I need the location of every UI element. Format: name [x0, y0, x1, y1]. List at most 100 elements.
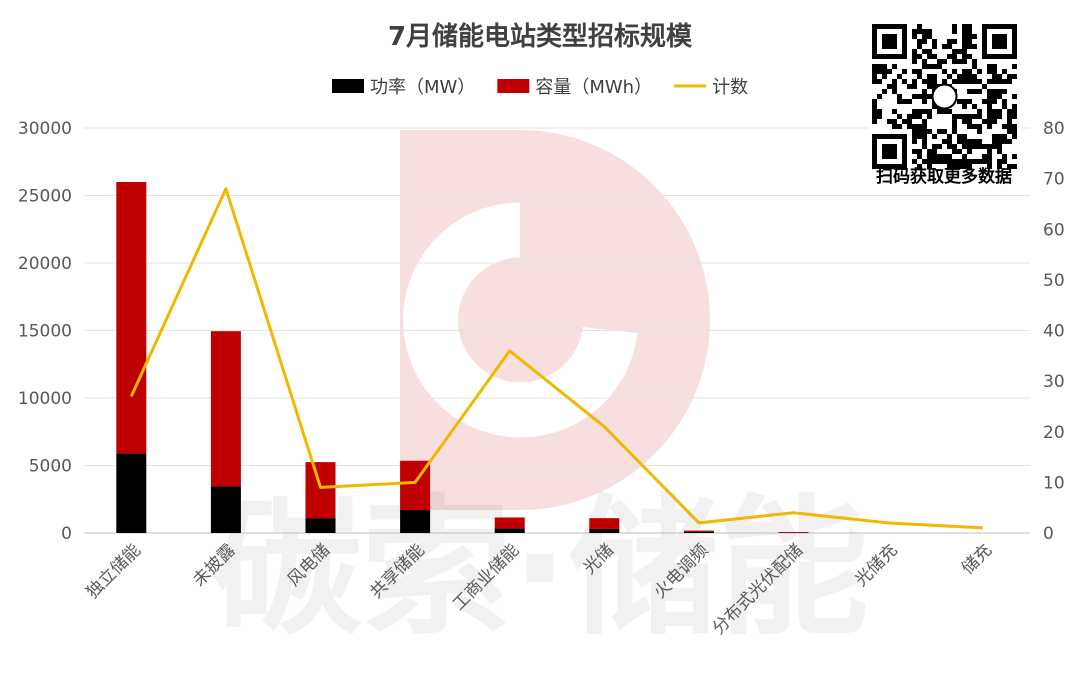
qr-module: [872, 104, 877, 109]
qr-module: [972, 79, 977, 84]
qr-module: [892, 79, 897, 84]
qr-module: [1007, 164, 1012, 169]
qr-module: [977, 144, 982, 149]
y-right-tick-label: 30: [1043, 372, 1065, 392]
qr-module: [952, 49, 957, 54]
qr-module: [877, 109, 882, 114]
qr-module: [922, 99, 927, 104]
qr-module: [927, 109, 932, 114]
qr-module: [937, 129, 942, 134]
bar-power: [305, 518, 336, 533]
qr-module: [947, 134, 952, 139]
y-right-tick-label: 10: [1043, 473, 1065, 493]
qr-module: [992, 119, 997, 124]
qr-module: [912, 34, 917, 39]
qr-module: [987, 94, 992, 99]
qr-module: [922, 94, 927, 99]
legend-label: 容量（MWh）: [535, 77, 652, 98]
qr-module: [902, 119, 907, 124]
y-right-tick-label: 0: [1043, 524, 1054, 544]
qr-module: [927, 79, 932, 84]
qr-module: [962, 44, 967, 49]
qr-module: [877, 114, 882, 119]
qr-module: [922, 59, 927, 64]
qr-module: [922, 124, 927, 129]
qr-module: [1007, 124, 1012, 129]
qr-module: [992, 89, 997, 94]
qr-module: [912, 59, 917, 64]
qr-module: [917, 109, 922, 114]
qr-module: [992, 69, 997, 74]
qr-module: [962, 99, 967, 104]
bar-power: [494, 528, 525, 533]
qr-module: [987, 119, 992, 124]
qr-module: [962, 104, 967, 109]
qr-module: [922, 89, 927, 94]
qr-module: [942, 79, 947, 84]
qr-module: [997, 164, 1002, 169]
qr-module: [952, 29, 957, 34]
qr-module: [997, 114, 1002, 119]
qr-module: [962, 139, 967, 144]
qr-module: [982, 99, 987, 104]
qr-module: [937, 159, 942, 164]
y-left-tick-label: 25000: [18, 187, 72, 207]
qr-module: [912, 49, 917, 54]
qr-module: [957, 49, 962, 54]
qr-module: [912, 124, 917, 129]
qr-module: [927, 34, 932, 39]
qr-module: [942, 154, 947, 159]
qr-module: [987, 104, 992, 109]
qr-module: [982, 84, 987, 89]
qr-module: [982, 154, 987, 159]
qr-module: [912, 84, 917, 89]
count-point: [982, 527, 984, 529]
qr-module: [877, 79, 882, 84]
qr-module: [997, 89, 1002, 94]
count-line: [129, 187, 984, 530]
qr-module: [967, 79, 972, 84]
qr-module: [897, 94, 902, 99]
qr-module: [927, 164, 932, 169]
qr-module: [872, 74, 877, 79]
qr-module: [932, 134, 937, 139]
y-left-tick-label: 15000: [18, 322, 72, 342]
qr-module: [997, 109, 1002, 114]
qr-module: [997, 134, 1002, 139]
qr-module: [977, 124, 982, 129]
bar-capacity: [116, 182, 147, 454]
qr-module: [927, 159, 932, 164]
qr-module: [912, 109, 917, 114]
qr-module: [1012, 129, 1017, 134]
qr-module: [907, 99, 912, 104]
qr-module: [927, 54, 932, 59]
qr-module: [882, 74, 887, 79]
qr-module: [912, 129, 917, 134]
qr-module: [932, 84, 937, 89]
qr-module: [997, 79, 1002, 84]
qr-module: [897, 99, 902, 104]
qr-module: [967, 89, 972, 94]
legend: 功率（MW） 容量（MWh） 计数: [332, 77, 748, 98]
qr-module: [957, 134, 962, 139]
qr-module: [927, 74, 932, 79]
qr-module: [947, 74, 952, 79]
qr-module: [937, 154, 942, 159]
qr-module: [982, 119, 987, 124]
qr-module: [927, 94, 932, 99]
qr-module: [912, 149, 917, 154]
qr-module: [967, 54, 972, 59]
qr-module: [932, 79, 937, 84]
qr-module: [872, 99, 877, 104]
qr-module: [892, 124, 897, 129]
qr-module: [932, 104, 937, 109]
qr-module: [967, 34, 972, 39]
qr-module: [992, 74, 997, 79]
qr-module: [977, 114, 982, 119]
qr-finder-core: [882, 34, 897, 49]
qr-module: [882, 64, 887, 69]
qr-module: [972, 124, 977, 129]
qr-module: [917, 164, 922, 169]
qr-module: [1002, 159, 1007, 164]
watermark-logo: [400, 130, 710, 510]
